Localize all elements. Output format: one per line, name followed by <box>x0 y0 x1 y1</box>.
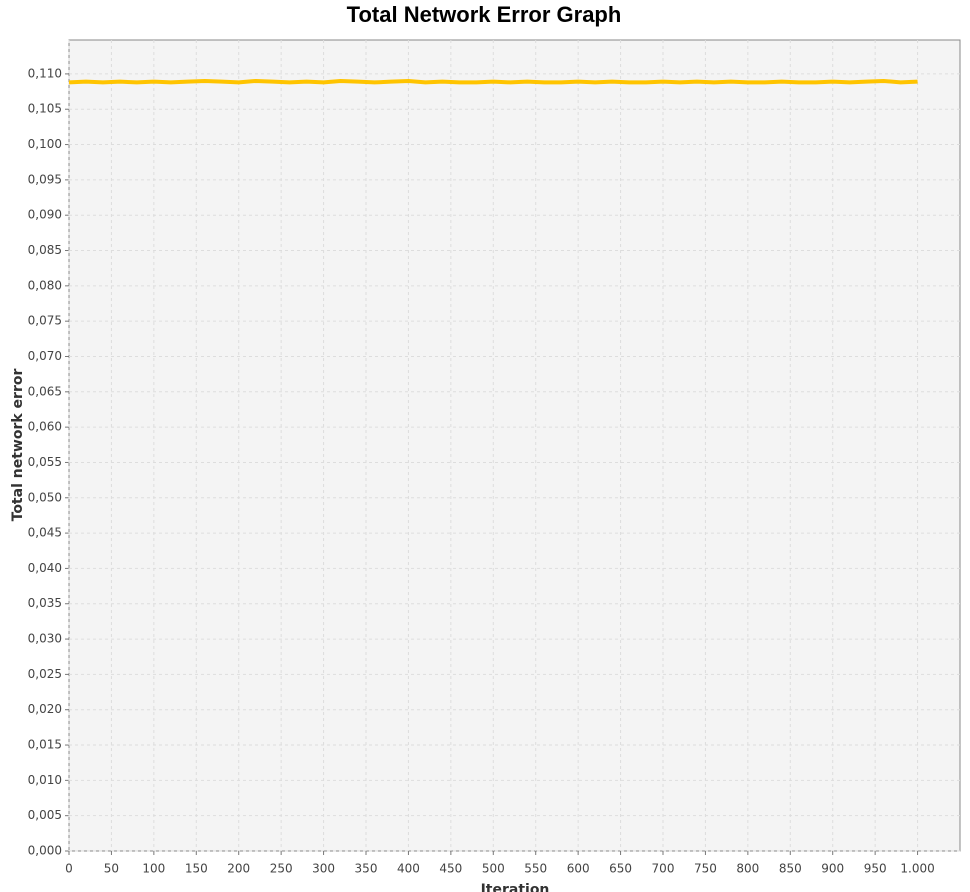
x-tick-label: 1.000 <box>900 862 934 876</box>
y-tick-label: 0,110 <box>28 66 62 80</box>
plot-area <box>68 39 961 852</box>
y-tick-label: 0,095 <box>28 172 62 186</box>
y-tick-label: 0,030 <box>28 632 62 646</box>
x-tick-label: 0 <box>65 862 73 876</box>
x-tick-label: 350 <box>355 862 378 876</box>
x-axis-label: Iteration <box>481 882 550 892</box>
y-tick-label: 0,080 <box>28 278 62 292</box>
x-tick-label: 50 <box>104 862 119 876</box>
y-tick-label: 0,090 <box>28 208 62 222</box>
x-tick-label: 800 <box>736 862 759 876</box>
x-tick-label: 500 <box>482 862 505 876</box>
x-tick-label: 300 <box>312 862 335 876</box>
x-tick-label: 150 <box>185 862 208 876</box>
y-tick-label: 0,040 <box>28 561 62 575</box>
y-tick-label: 0,060 <box>28 420 62 434</box>
x-tick-label: 550 <box>524 862 547 876</box>
y-axis-label: Total network error <box>10 369 26 522</box>
x-tick-label: 900 <box>821 862 844 876</box>
x-tick-label: 950 <box>864 862 887 876</box>
x-tick-label: 700 <box>652 862 675 876</box>
chart-title: Total Network Error Graph <box>347 2 622 27</box>
x-tick-label: 100 <box>142 862 165 876</box>
x-tick-label: 650 <box>609 862 632 876</box>
y-tick-label: 0,100 <box>28 137 62 151</box>
y-tick-label: 0,050 <box>28 490 62 504</box>
y-tick-label: 0,045 <box>28 526 62 540</box>
y-tick-label: 0,025 <box>28 667 62 681</box>
y-tick-label: 0,105 <box>28 102 62 116</box>
y-tick-label: 0,065 <box>28 384 62 398</box>
y-tick-label: 0,075 <box>28 314 62 328</box>
x-tick-label: 450 <box>439 862 462 876</box>
series-line <box>68 78 918 85</box>
x-tick-label: 400 <box>397 862 420 876</box>
y-tick-label: 0,070 <box>28 349 62 363</box>
y-tick-label: 0,015 <box>28 738 62 752</box>
y-tick-label: 0,000 <box>28 844 62 858</box>
y-tick-label: 0,035 <box>28 596 62 610</box>
y-tick-label: 0,085 <box>28 243 62 257</box>
y-tick-label: 0,010 <box>28 773 62 787</box>
x-tick-label: 250 <box>270 862 293 876</box>
y-tick-label: 0,055 <box>28 455 62 469</box>
y-tick-label: 0,020 <box>28 702 62 716</box>
x-tick-label: 750 <box>694 862 717 876</box>
x-tick-label: 850 <box>779 862 802 876</box>
x-tick-label: 200 <box>227 862 250 876</box>
x-tick-label: 600 <box>567 862 590 876</box>
y-tick-label: 0,005 <box>28 808 62 822</box>
